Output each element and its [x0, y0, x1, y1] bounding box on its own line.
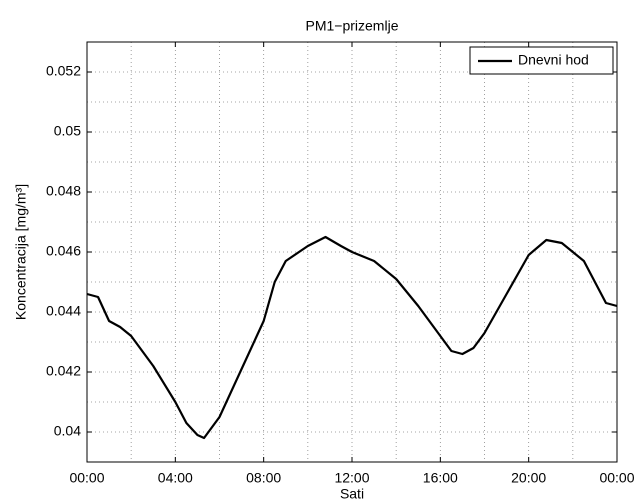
y-tick-label: 0.05 [54, 123, 81, 139]
y-tick-label: 0.048 [46, 183, 81, 199]
y-tick-label: 0.04 [54, 423, 81, 439]
x-tick-label: 04:00 [158, 470, 193, 486]
x-tick-label: 16:00 [423, 470, 458, 486]
legend-label: Dnevni hod [518, 52, 589, 68]
plot-frame [86, 41, 618, 463]
y-axis-label: Koncentracija [mg/m³] [13, 184, 29, 320]
y-tick-label: 0.046 [46, 243, 81, 259]
y-tick-label: 0.052 [46, 63, 81, 79]
chart-title: PM1−prizemlje [306, 18, 399, 34]
x-tick-label: 00:00 [69, 470, 104, 486]
x-tick-label: 00:00 [599, 470, 634, 486]
x-axis-label: Sati [340, 486, 364, 502]
x-tick-label: 08:00 [246, 470, 281, 486]
data-line [86, 235, 618, 440]
x-tick-label: 20:00 [511, 470, 546, 486]
x-tick-label: 12:00 [334, 470, 369, 486]
y-tick-label: 0.044 [46, 303, 81, 319]
y-tick-label: 0.042 [46, 363, 81, 379]
